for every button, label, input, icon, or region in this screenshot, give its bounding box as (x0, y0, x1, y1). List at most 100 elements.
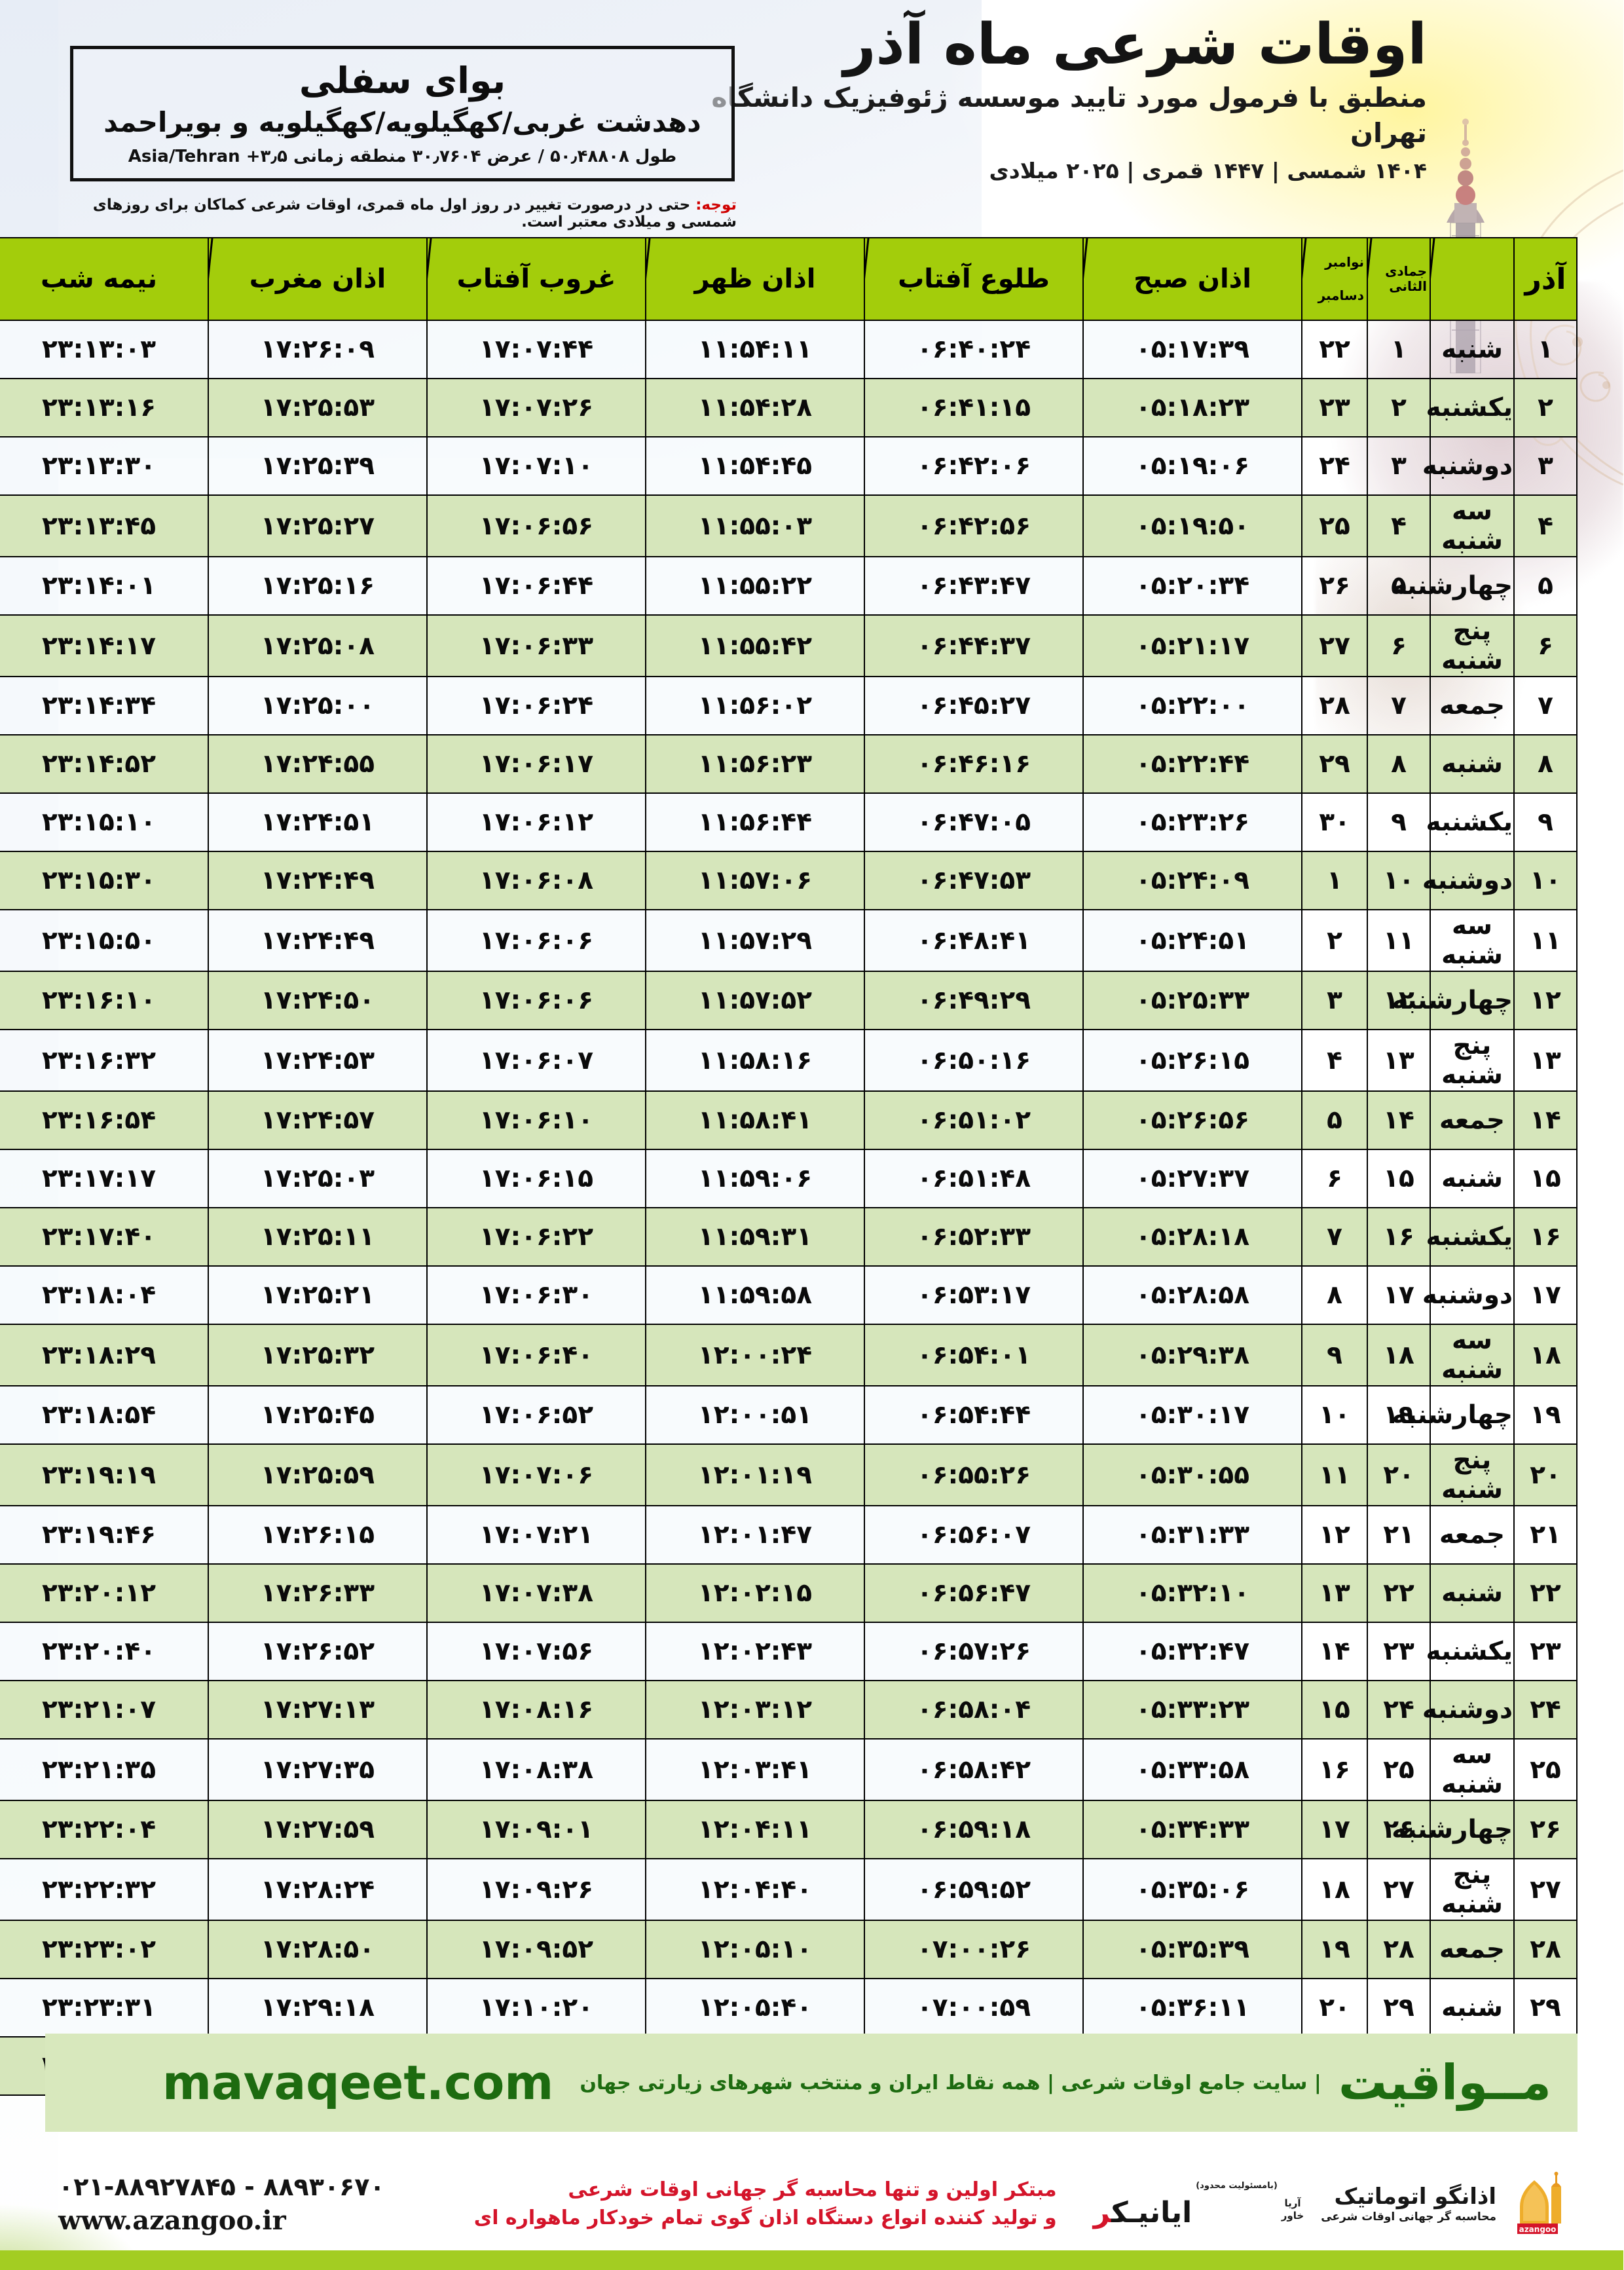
cell-miladi-day: ۱۵ (1302, 1680, 1369, 1740)
cell-weekday: چهارشنبه (1392, 971, 1515, 1030)
cell-sunset: ۱۷:۱۰:۲۰ (427, 1978, 647, 2037)
cell-sunset: ۱۷:۰۷:۴۴ (427, 320, 647, 379)
table-row: ۱۱ سه شنبه ۱۱ ۲ ۰۵:۲۴:۵۱ ۰۶:۴۸:۴۱ ۱۱:۵۷:۲۹ ۱۷:۰… (0, 909, 1578, 972)
cell-miladi-day: ۲۴ (1302, 436, 1369, 496)
cell-sunrise: ۰۶:۴۷:۰۵ (864, 792, 1084, 852)
cell-miladi-day: ۶ (1302, 1149, 1369, 1208)
cell-sunrise: ۰۶:۴۸:۴۱ (864, 909, 1084, 972)
prayer-times-table-wrapper: آذر جمادی الثانی نوامبر دسامبر اذان صبح … (0, 237, 1578, 2096)
mavaqeet-tagline: | سایت جامع اوقات شرعی | همه نقاط ایران … (580, 2071, 1322, 2094)
cell-fajr: ۰۵:۲۶:۵۶ (1083, 1090, 1303, 1150)
cell-weekday: یکشنبه (1426, 1622, 1515, 1681)
cell-fajr: ۰۵:۳۵:۰۶ (1083, 1858, 1303, 1921)
azangoo-mark-text: azangoo (1520, 2225, 1557, 2234)
cell-qamari-day: ۲۹ (1367, 1978, 1431, 2037)
cell-midnight: ۲۳:۱۸:۰۴ (0, 1265, 210, 1325)
mosque-icon: azangoo (1518, 2172, 1562, 2234)
cell-fajr: ۰۵:۲۲:۰۰ (1083, 676, 1303, 735)
cell-sunrise: ۰۶:۵۰:۱۶ (864, 1029, 1084, 1092)
cell-dhuhr: ۱۱:۵۷:۲۹ (646, 909, 866, 972)
cell-dhuhr: ۱۱:۵۹:۵۸ (646, 1265, 866, 1325)
cell-midnight: ۲۳:۱۳:۱۶ (0, 378, 210, 437)
note-line: توجه: حتی در درصورت تغییر در روز اول ماه… (71, 196, 737, 231)
table-row: ۲۷ پنج شنبه ۲۷ ۱۸ ۰۵:۳۵:۰۶ ۰۶:۵۹:۵۲ ۱۲:۰۴:۴۰ ۱۷… (0, 1858, 1578, 1921)
cell-sunrise: ۰۶:۵۸:۰۴ (864, 1680, 1084, 1740)
cell-midnight: ۲۳:۱۹:۴۶ (0, 1505, 210, 1565)
rayaneek-sup: (بامسئولیت محدود) (1196, 2180, 1278, 2191)
cell-miladi-day: ۲۶ (1302, 556, 1369, 616)
city-name: بوای سفلی (299, 60, 507, 102)
cell-midnight: ۲۳:۱۶:۵۴ (0, 1090, 210, 1150)
cell-qamari-day: ۱۸ (1367, 1324, 1431, 1386)
table-row: ۱۴ جمعه ۱۴ ۵ ۰۵:۲۶:۵۶ ۰۶:۵۱:۰۲ ۱۱:۵۸:۴۱ ۱۷:۰۶:۱… (0, 1090, 1578, 1150)
cell-weekday: دوشنبه (1423, 1265, 1515, 1325)
cell-fajr: ۰۵:۲۴:۰۹ (1083, 851, 1303, 910)
col-header-month: آذر (1514, 237, 1578, 321)
cell-day: ۲۹ (1514, 1978, 1578, 2037)
cell-day: ۱۱ (1514, 909, 1578, 972)
col-header-miladi: نوامبر دسامبر (1302, 237, 1369, 321)
cell-sunset: ۱۷:۰۸:۱۶ (427, 1680, 647, 1740)
cell-weekday: پنج شنبه (1430, 1443, 1515, 1506)
cell-sunset: ۱۷:۰۷:۵۶ (427, 1622, 647, 1681)
page-header: اوقات شرعی ماه آذر منطبق با فرمول مورد ت… (0, 0, 1624, 231)
cell-day: ۱۴ (1514, 1090, 1578, 1150)
table-row: ۳ دوشنبه ۳ ۲۴ ۰۵:۱۹:۰۶ ۰۶:۴۲:۰۶ ۱۱:۵۴:۴۵ ۱۷:۰۷:… (0, 436, 1578, 496)
cell-fajr: ۰۵:۳۲:۱۰ (1083, 1563, 1303, 1623)
table-row: ۱۷ دوشنبه ۱۷ ۸ ۰۵:۲۸:۵۸ ۰۶:۵۳:۱۷ ۱۱:۵۹:۵۸ ۱۷:۰۶… (0, 1265, 1578, 1325)
table-row: ۱۲ چهارشنبه ۱۲ ۳ ۰۵:۲۵:۳۳ ۰۶:۴۹:۲۹ ۱۱:۵۷:۵۲ ۱۷:… (0, 971, 1578, 1030)
cell-maghrib: ۱۷:۲۶:۵۲ (208, 1622, 428, 1681)
cell-qamari-day: ۷ (1367, 676, 1431, 735)
sponsor-description-line2: و تولید کننده انواع دستگاه اذان گوی تمام… (474, 2206, 1058, 2229)
cell-weekday: شنبه (1430, 1978, 1515, 2037)
mavaqeet-domain[interactable]: mavaqeet.com (163, 2055, 555, 2110)
cell-fajr: ۰۵:۳۰:۵۵ (1083, 1443, 1303, 1506)
col-header-sunset: غروب آفتاب (427, 237, 647, 321)
col-header-weekday (1430, 237, 1515, 321)
cell-miladi-day: ۳۰ (1302, 792, 1369, 852)
cell-midnight: ۲۳:۲۲:۳۲ (0, 1858, 210, 1921)
cell-weekday: شنبه (1430, 734, 1515, 794)
page-title: اوقات شرعی ماه آذر (843, 12, 1428, 77)
cell-weekday: چهارشنبه (1392, 1385, 1515, 1445)
bottom-strip: azangoo اذانگو اتوماتیک محاسبه گر جهانی … (0, 2155, 1624, 2253)
cell-sunset: ۱۷:۰۶:۴۰ (427, 1324, 647, 1386)
col-header-miladi-line1: نوامبر (1325, 254, 1365, 270)
col-header-fajr: اذان صبح (1083, 237, 1303, 321)
cell-miladi-day: ۱۸ (1302, 1858, 1369, 1921)
cell-midnight: ۲۳:۲۰:۱۲ (0, 1563, 210, 1623)
cell-midnight: ۲۳:۱۷:۱۷ (0, 1149, 210, 1208)
cell-dhuhr: ۱۲:۰۳:۱۲ (646, 1680, 866, 1740)
cell-midnight: ۲۳:۱۴:۵۲ (0, 734, 210, 794)
col-header-miladi-line2: دسامبر (1318, 288, 1365, 303)
cell-dhuhr: ۱۲:۰۰:۲۴ (646, 1324, 866, 1386)
cell-day: ۱ (1514, 320, 1578, 379)
cell-fajr: ۰۵:۳۶:۱۱ (1083, 1978, 1303, 2037)
table-row: ۸ شنبه ۸ ۲۹ ۰۵:۲۲:۴۴ ۰۶:۴۶:۱۶ ۱۱:۵۶:۲۳ ۱۷:۰۶:۱۷… (0, 734, 1578, 794)
cell-qamari-day: ۴ (1367, 494, 1431, 557)
cell-sunset: ۱۷:۰۸:۳۸ (427, 1738, 647, 1801)
cell-qamari-day: ۱۰ (1367, 851, 1431, 910)
cell-fajr: ۰۵:۳۴:۳۳ (1083, 1800, 1303, 1859)
cell-sunset: ۱۷:۰۷:۳۸ (427, 1563, 647, 1623)
cell-sunset: ۱۷:۰۶:۰۶ (427, 909, 647, 972)
website-url[interactable]: www.azangoo.ir (59, 2205, 287, 2236)
cell-sunset: ۱۷:۰۷:۱۰ (427, 436, 647, 496)
cell-dhuhr: ۱۲:۰۵:۱۰ (646, 1920, 866, 1979)
cell-miladi-day: ۱۲ (1302, 1505, 1369, 1565)
cell-fajr: ۰۵:۲۷:۳۷ (1083, 1149, 1303, 1208)
note-label: توجه: (696, 196, 737, 214)
cell-miladi-day: ۲۸ (1302, 676, 1369, 735)
cell-maghrib: ۱۷:۲۵:۲۱ (208, 1265, 428, 1325)
cell-sunrise: ۰۷:۰۰:۵۹ (864, 1978, 1084, 2037)
table-row: ۲۲ شنبه ۲۲ ۱۳ ۰۵:۳۲:۱۰ ۰۶:۵۶:۴۷ ۱۲:۰۲:۱۵ ۱۷:۰۷:… (0, 1563, 1578, 1623)
cell-dhuhr: ۱۲:۰۱:۱۹ (646, 1443, 866, 1506)
mavaqeet-brand: مــواقیت (1338, 2055, 1552, 2111)
col-header-qamari: جمادی الثانی (1367, 237, 1431, 321)
cell-day: ۳ (1514, 436, 1578, 496)
page-subtitle: منطبق با فرمول مورد تایید موسسه ژئوفیزیک… (712, 82, 1428, 149)
cell-maghrib: ۱۷:۲۵:۱۶ (208, 556, 428, 616)
cell-qamari-day: ۱ (1367, 320, 1431, 379)
cell-fajr: ۰۵:۲۵:۳۳ (1083, 971, 1303, 1030)
